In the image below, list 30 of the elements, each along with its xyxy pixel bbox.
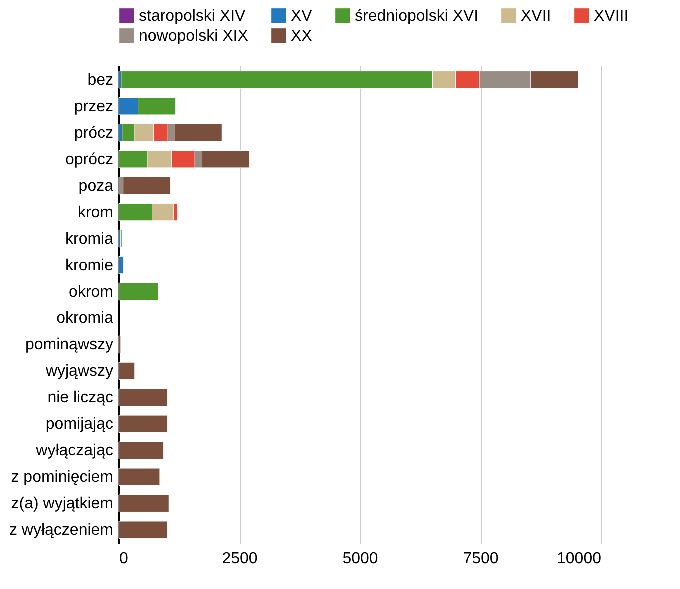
x-tick-label: 0 [120, 550, 128, 568]
y-tick-label: kromie [65, 257, 114, 274]
x-tick-label: 7500 [463, 550, 499, 568]
y-tick-label: bez [88, 72, 114, 89]
y-tick-label: poza [78, 178, 114, 195]
y-tick-label: wyłączając [35, 442, 114, 460]
y-tick-label: z pominięciem [11, 469, 114, 486]
y-tick-label: wyjąwszy [44, 363, 114, 380]
y-tick-label: pominąwszy [25, 336, 114, 354]
y-tick-label: kromia [65, 230, 114, 248]
y-tick-label: z(a) wyjątkiem [11, 496, 114, 513]
legend-label: staropolski XIV [139, 8, 246, 25]
legend-label: XV [291, 8, 313, 25]
y-tick-label: okromia [56, 310, 114, 328]
y-tick-label: krom [78, 204, 114, 222]
y-tick-label: przez [74, 98, 114, 116]
x-tick-label: 2500 [222, 550, 258, 568]
legend-label: XVII [521, 8, 552, 25]
legend-label: XX [291, 28, 313, 45]
y-tick-label: okrom [69, 284, 114, 301]
y-tick-label: pomijając [46, 416, 114, 434]
y-tick-label: nie licząc [48, 390, 114, 407]
legend-label: XVIII [594, 8, 629, 25]
legend-label: nowopolski XIX [139, 28, 249, 45]
legend-label: średniopolski XVI [355, 8, 479, 25]
x-tick-label: 5000 [342, 550, 378, 568]
y-tick-label: prócz [74, 124, 114, 142]
y-tick-label: z wyłączeniem [9, 522, 114, 540]
x-tick-label: 10000 [557, 550, 602, 568]
y-tick-label: oprócz [65, 151, 114, 168]
